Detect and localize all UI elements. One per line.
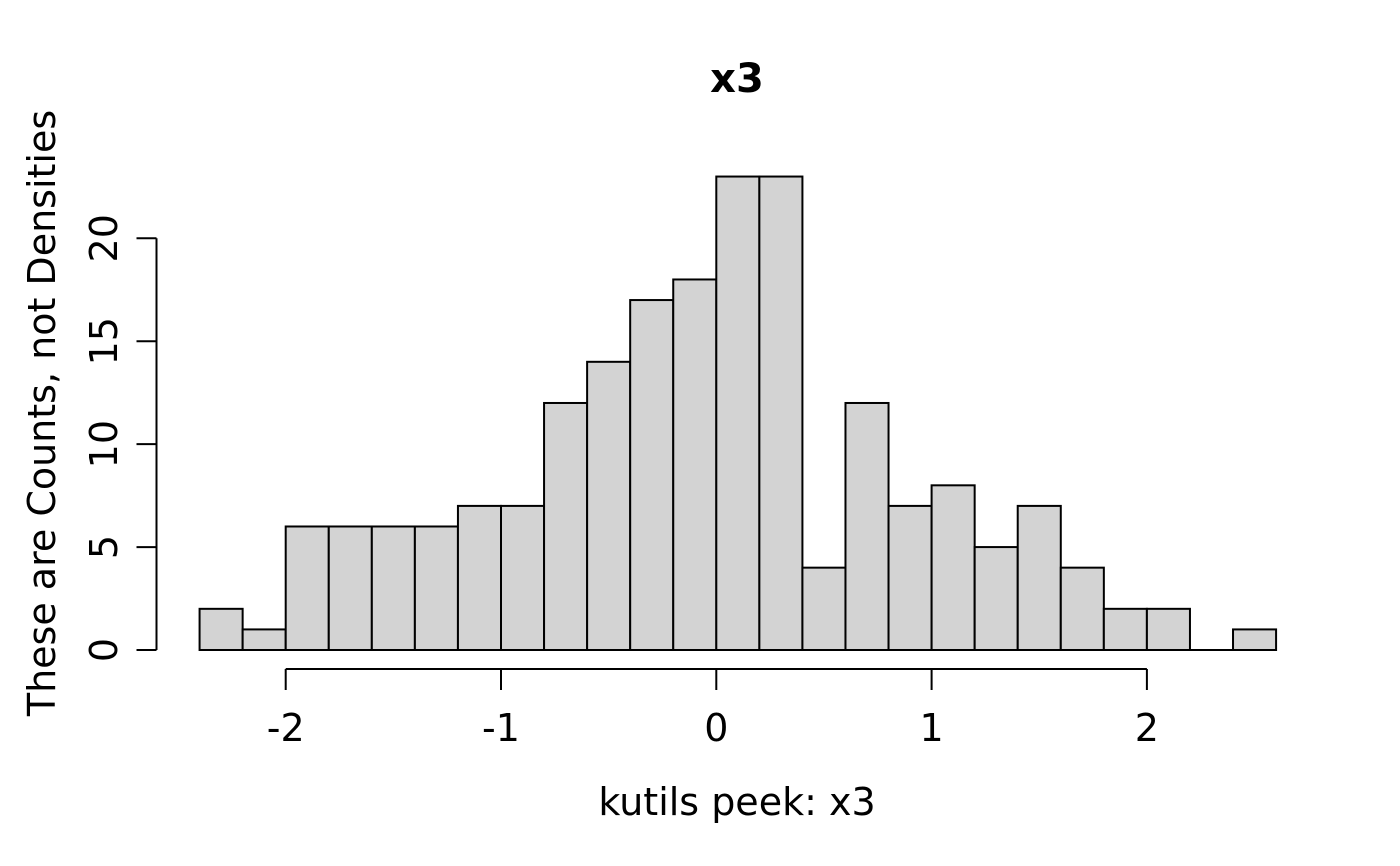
x-axis-label: kutils peek: x3 [598, 780, 876, 824]
x-tick-label: -1 [482, 706, 520, 750]
x-tick-label: 1 [920, 706, 944, 750]
histogram-bar [284, 525, 330, 651]
histogram-bar [456, 504, 503, 651]
chart-title: x3 [710, 56, 764, 102]
histogram-bar [1145, 607, 1191, 652]
histogram-bar [1102, 607, 1148, 652]
y-axis-label: These are Counts, not Densities [20, 109, 64, 717]
histogram-bar [715, 175, 761, 651]
histogram-bar [198, 607, 244, 652]
histogram-bar [500, 504, 546, 651]
histogram-bar [543, 401, 589, 652]
histogram-bar [930, 484, 976, 651]
y-tick-label: 0 [82, 638, 126, 662]
histogram-bar [413, 525, 459, 651]
histogram-bar [370, 525, 416, 651]
histogram-bar [241, 628, 287, 651]
histogram-bar [973, 546, 1019, 652]
x-tick-label: -2 [267, 706, 305, 750]
x-tick-label: 0 [704, 706, 728, 750]
histogram-bar [629, 299, 675, 651]
histogram-bar [586, 360, 632, 651]
histogram-bar [1232, 628, 1278, 651]
histogram-bar [327, 525, 373, 651]
y-tick-label: 10 [82, 420, 126, 468]
histogram-bar [1059, 566, 1105, 651]
y-tick-label: 20 [82, 214, 126, 262]
histogram-bar [1016, 504, 1062, 651]
y-tick-label: 15 [82, 317, 126, 365]
y-tick-label: 5 [82, 535, 126, 559]
x-tick-label: 2 [1135, 706, 1159, 750]
histogram-bar [758, 175, 804, 651]
histogram-bar [887, 504, 933, 651]
histogram-bar [672, 278, 718, 651]
histogram-bar [801, 566, 847, 651]
histogram-bar [844, 401, 890, 652]
